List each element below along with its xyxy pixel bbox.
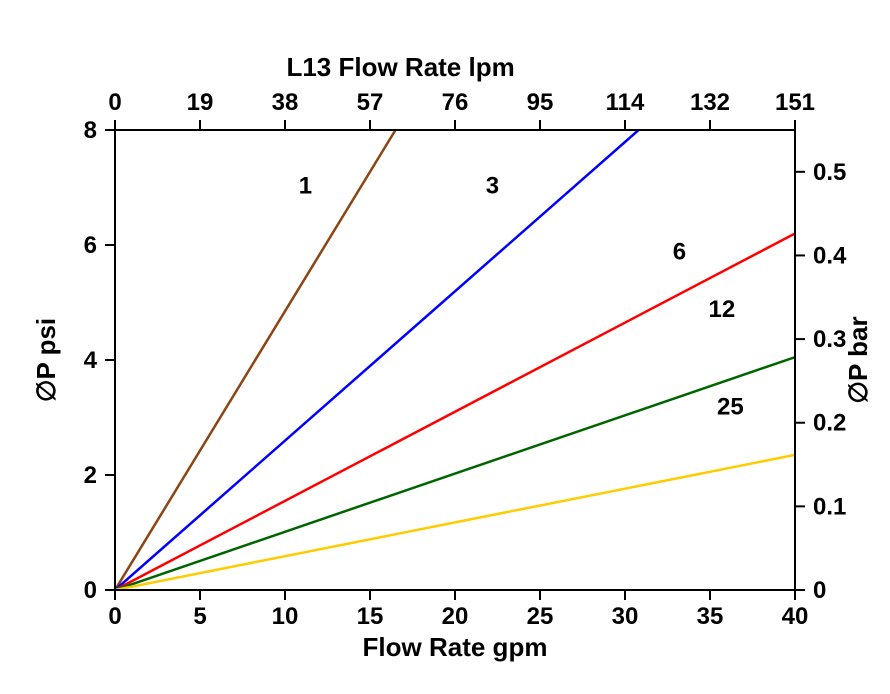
y-right-tick-label: 0.4 xyxy=(813,242,847,269)
y-left-tick-label: 4 xyxy=(84,347,98,374)
y-right-tick-label: 0.1 xyxy=(813,493,846,520)
x-top-tick-label: 151 xyxy=(775,89,815,116)
x-bottom-tick-label: 20 xyxy=(442,603,469,630)
series-line-12 xyxy=(115,357,795,590)
x-bottom-tick-label: 35 xyxy=(697,603,724,630)
x-top-tick-label: 76 xyxy=(442,89,469,116)
y-left-axis-label: ∅P psi xyxy=(31,318,61,402)
pressure-flow-chart: 0510152025303540Flow Rate gpm01938577695… xyxy=(0,0,890,694)
y-right-tick-label: 0.2 xyxy=(813,410,846,437)
series-line-1 xyxy=(115,130,396,590)
x-top-tick-label: 114 xyxy=(606,89,645,116)
y-left-tick-label: 8 xyxy=(84,117,97,144)
y-right-axis-label: ∅P bar xyxy=(843,316,873,403)
x-top-tick-label: 57 xyxy=(357,89,384,116)
series-label-12: 12 xyxy=(709,296,736,323)
y-left-tick-label: 6 xyxy=(84,232,97,259)
y-right-tick-label: 0.5 xyxy=(813,159,846,186)
series-line-3 xyxy=(115,130,639,590)
x-bottom-tick-label: 40 xyxy=(782,603,809,630)
x-bottom-tick-label: 0 xyxy=(108,603,121,630)
x-bottom-tick-label: 10 xyxy=(272,603,299,630)
x-top-axis-title: L13 Flow Rate lpm xyxy=(286,52,514,82)
y-right-tick-label: 0 xyxy=(813,577,826,604)
series-label-25: 25 xyxy=(717,394,744,421)
series-line-25 xyxy=(115,455,795,590)
x-top-tick-label: 0 xyxy=(108,89,121,116)
x-top-tick-label: 19 xyxy=(187,89,214,116)
x-top-tick-label: 38 xyxy=(272,89,299,116)
series-label-6: 6 xyxy=(673,238,686,265)
series-label-3: 3 xyxy=(486,172,499,199)
y-left-tick-label: 2 xyxy=(84,462,97,489)
series-line-6 xyxy=(115,234,795,591)
x-bottom-tick-label: 15 xyxy=(357,603,384,630)
y-left-tick-label: 0 xyxy=(84,577,97,604)
x-bottom-tick-label: 5 xyxy=(193,603,206,630)
x-top-tick-label: 132 xyxy=(690,89,730,116)
series-label-1: 1 xyxy=(299,172,312,199)
x-bottom-axis-label: Flow Rate gpm xyxy=(363,632,548,662)
x-bottom-tick-label: 30 xyxy=(612,603,639,630)
y-right-tick-label: 0.3 xyxy=(813,326,846,353)
x-top-tick-label: 95 xyxy=(527,89,554,116)
x-bottom-tick-label: 25 xyxy=(527,603,554,630)
